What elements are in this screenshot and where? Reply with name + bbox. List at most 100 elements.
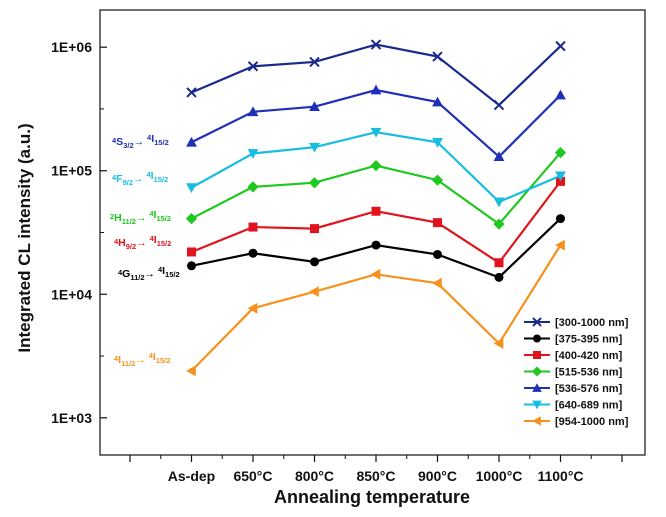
legend-label: [515-536 nm] [555,367,623,379]
series-group [185,39,567,377]
data-point [309,101,320,111]
legend-item: [515-536 nm] [524,366,623,379]
data-point [493,197,505,208]
data-point [533,351,541,359]
data-point [185,212,198,225]
data-point [433,249,442,259]
data-point [248,248,258,258]
legend-item: [400-420 nm] [524,350,623,362]
data-point [310,224,319,234]
legend-item: [954-1000 nm] [524,416,629,428]
legend-label: [375-395 nm] [555,334,623,346]
legend: [300-1000 nm] [375-395 nm] [400-420 nm] [51… [520,311,640,433]
legend-label: [954-1000 nm] [555,416,629,428]
data-point [247,302,258,314]
y-tick-label: 1E+05 [51,163,92,179]
y-axis-title: Integrated CL intensity (a.u.) [15,123,34,352]
x-tick-label: As-dep [168,468,215,484]
data-point [532,383,542,392]
data-point [371,206,381,216]
data-point [493,338,504,349]
data-point [556,214,565,224]
transition-label: 2H11/2→ 4I15/2 [110,209,171,226]
x-axis-title: Annealing temperature [274,487,470,507]
x-tick-label: 850°C [356,468,395,484]
data-point [493,218,505,230]
data-point [247,149,259,159]
series-536-576nm [186,84,566,161]
data-point [532,400,542,410]
series-line [190,244,562,372]
data-point [187,261,196,271]
data-point [186,136,197,147]
data-point [556,176,565,186]
data-point [433,218,442,228]
transition-label: 4S3/2→ 4I15/2 [112,133,169,150]
y-tick-label: 1E+06 [51,39,92,55]
legend-label: [640-689 nm] [555,400,623,412]
data-point [432,137,443,148]
data-point [431,174,444,186]
legend-item: [640-689 nm] [524,400,623,412]
x-tick-label: 1100°C [537,468,583,484]
transition-labels: 4S3/2→ 4I15/2 4F9/2→ 4I15/2 2H11/2→ 4I15/2… [110,133,180,368]
x-tick-label: 800°C [295,468,334,484]
legend-label: [536-576 nm] [555,383,623,395]
data-point [187,247,196,257]
x-axis-ticks: As-dep 650°C 800°C 850°C 900°C 1000°C 1100°C [129,455,623,484]
series-line [191,180,562,265]
data-point [247,181,259,193]
data-point [186,87,197,98]
transition-label: 4F9/2→ 4I15/2 [112,170,168,187]
transition-label: 4H9/2→ 4I15/2 [114,234,171,251]
data-point [494,258,504,268]
data-point [248,222,258,232]
x-tick-label: 900°C [418,468,457,484]
y-tick-label: 1E+03 [51,410,92,426]
data-point [370,39,382,50]
data-point [432,277,442,289]
data-point [554,147,567,159]
data-point [370,268,381,280]
series-640-689nm [186,127,566,208]
legend-item: [536-576 nm] [524,383,623,395]
data-point [533,334,541,343]
x-tick-label: 650°C [233,468,272,484]
data-point [247,106,259,117]
data-point [371,240,381,250]
data-point [186,183,197,194]
legend-item: [300-1000 nm] [524,317,629,329]
y-tick-label: 1E+04 [51,286,92,302]
data-point [186,365,196,377]
data-point [493,151,505,161]
data-point [308,177,321,189]
data-point [309,142,320,153]
transition-label: 4I11/2→ 4I15/2 [114,351,170,368]
data-point [555,89,566,100]
data-point [247,61,259,72]
series-375-395nm [187,214,565,282]
data-point [432,96,443,107]
data-point [309,286,319,298]
transition-label: 4G11/2→ 4I15/2 [118,265,180,282]
data-point [310,257,319,267]
data-point [370,127,382,138]
legend-label: [300-1000 nm] [555,317,629,329]
series-400-420nm [187,176,565,268]
data-point [432,51,443,62]
data-point [532,366,542,377]
data-point [555,171,566,182]
data-point [532,416,541,426]
legend-label: [400-420 nm] [555,350,623,362]
series-954-1000nm [186,239,565,377]
data-point [309,56,320,68]
series-300-1000nm [186,39,566,111]
data-point [370,84,382,95]
data-point [555,239,565,251]
series-line [191,43,562,107]
data-point [494,272,504,282]
series-515-536nm [185,147,567,230]
legend-item: [375-395 nm] [524,334,623,346]
y-axis-ticks: 1E+03 1E+04 1E+05 1E+06 [51,39,107,426]
